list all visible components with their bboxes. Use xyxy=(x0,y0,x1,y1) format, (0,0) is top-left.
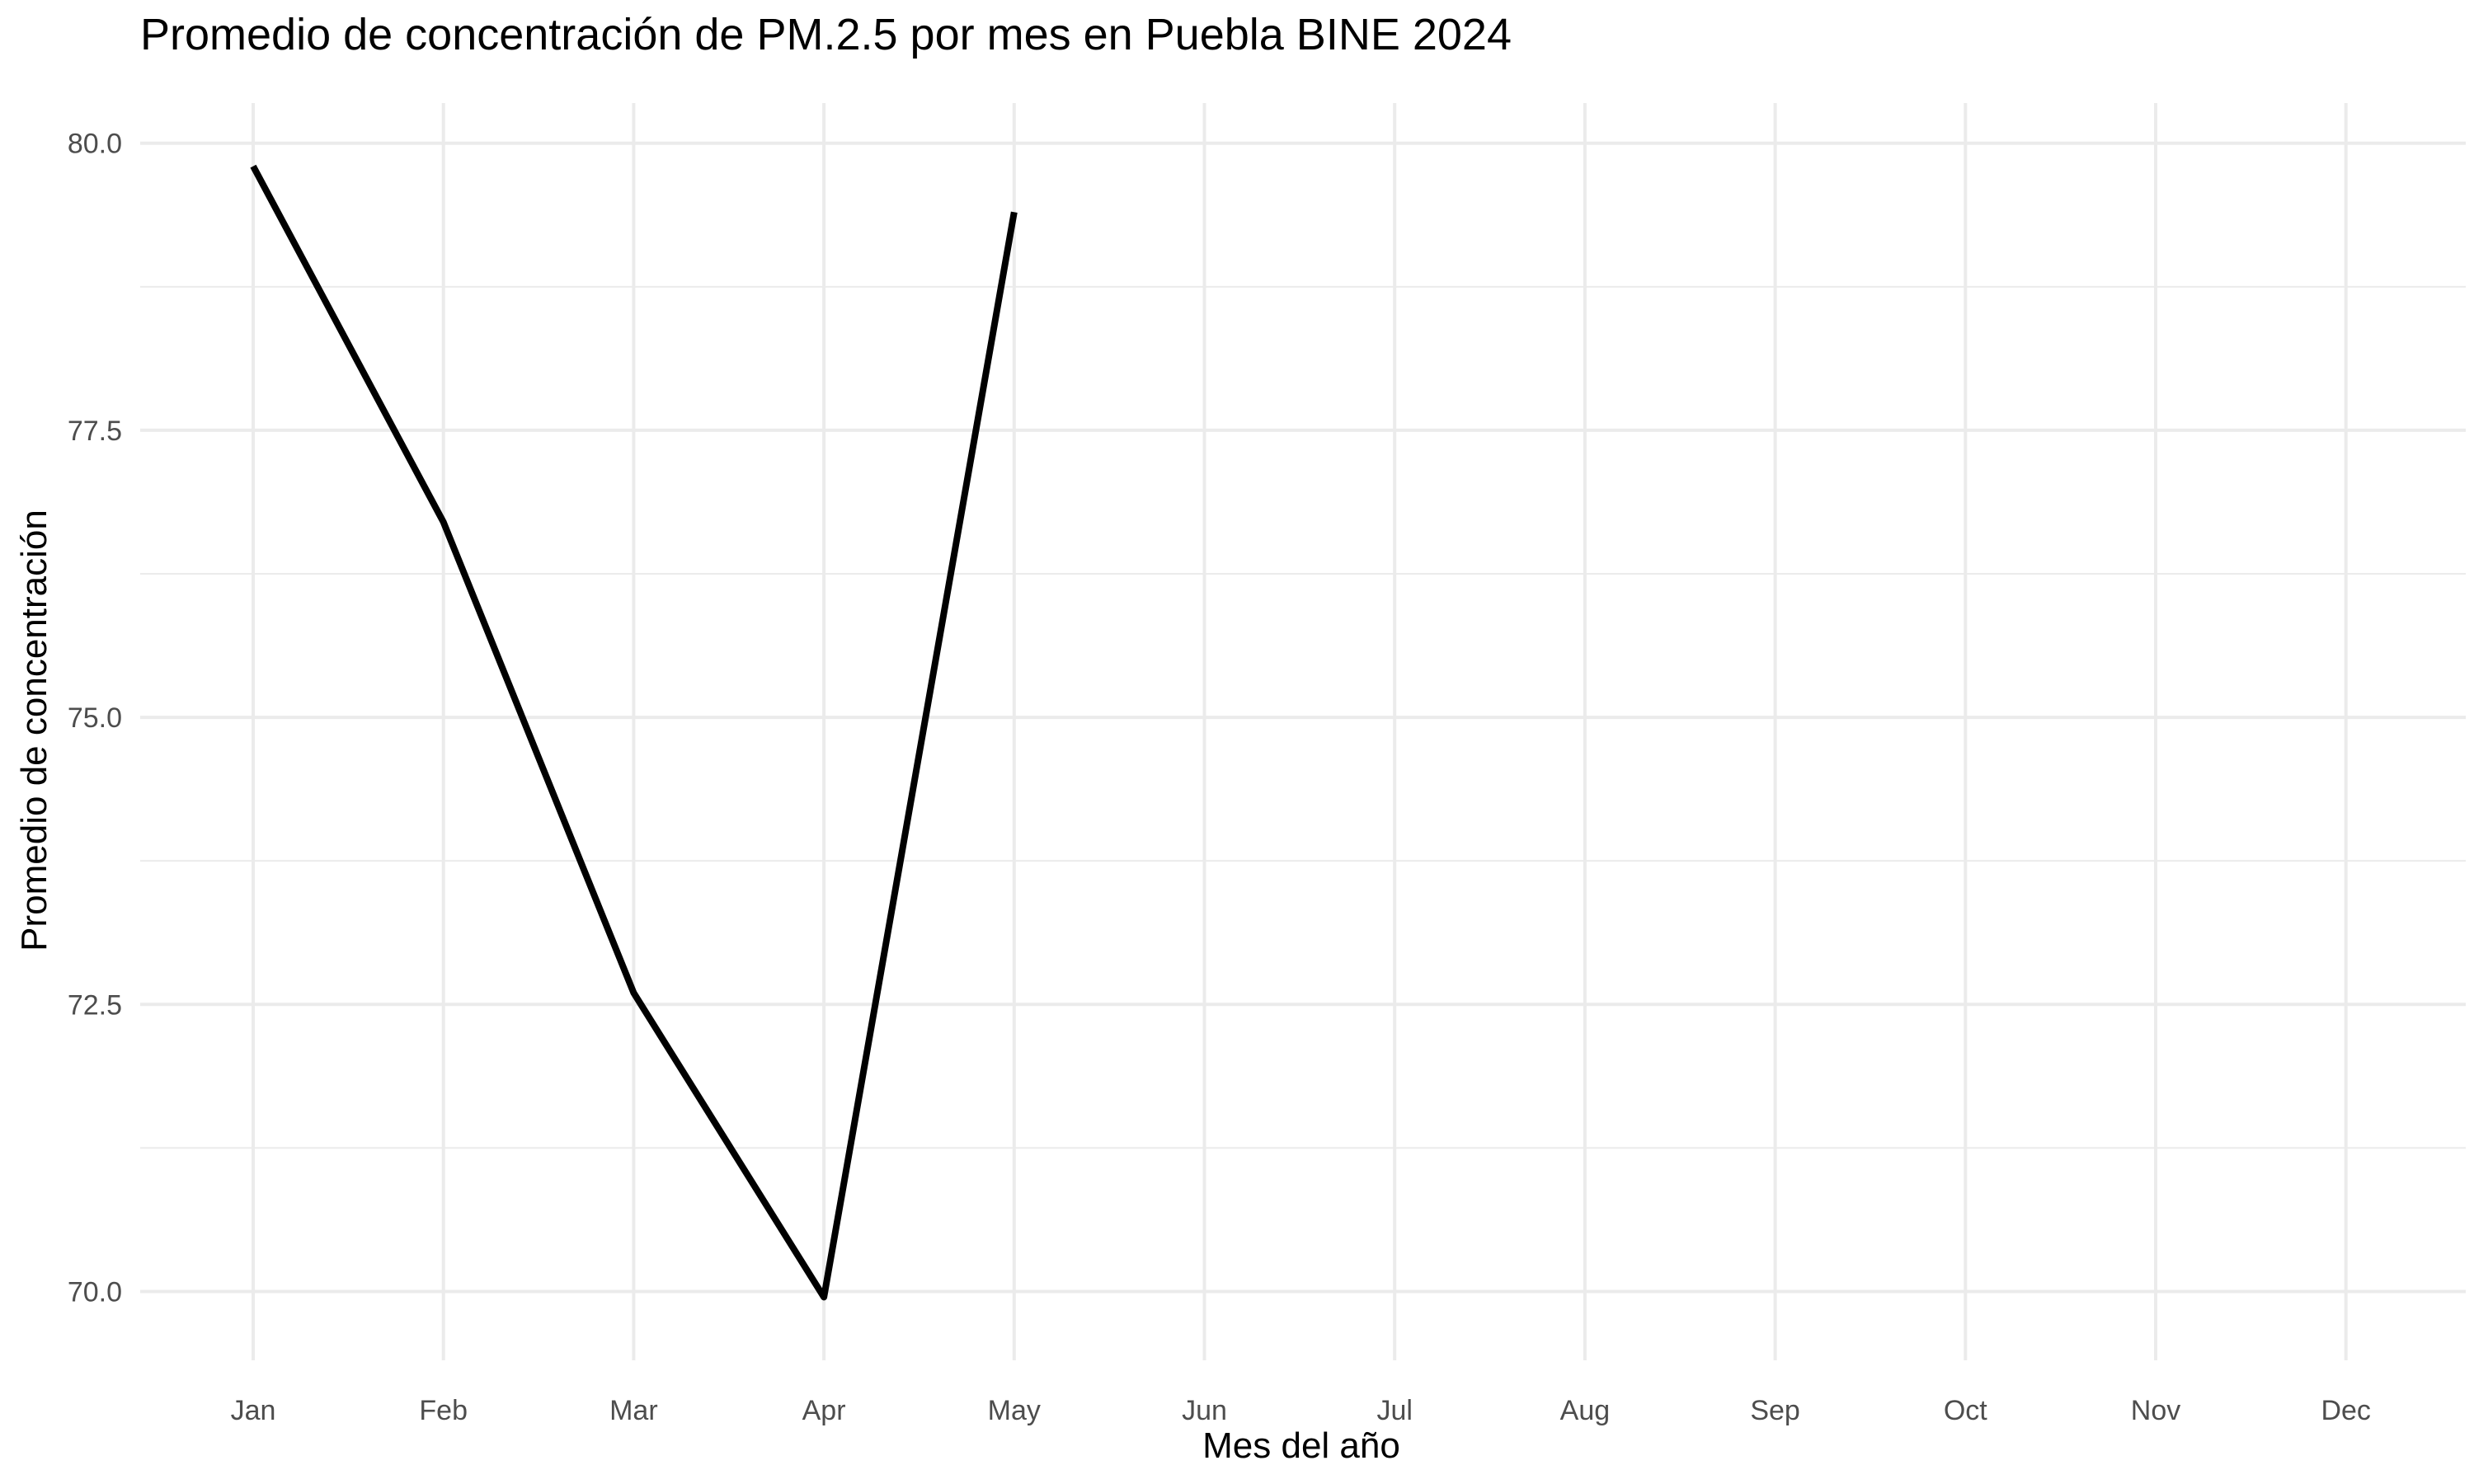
y-tick-label: 77.5 xyxy=(68,416,122,447)
y-axis-ticks: 70.0 72.5 75.0 77.5 80.0 xyxy=(68,129,122,1308)
chart-title: Promedio de concentración de PM.2.5 por … xyxy=(140,10,1512,59)
y-axis-title: Promedio de concentración xyxy=(14,510,54,951)
x-tick-label: May xyxy=(988,1395,1041,1426)
grid-layer xyxy=(140,103,2466,1360)
x-tick-label: Feb xyxy=(419,1395,468,1426)
x-tick-label: Apr xyxy=(802,1395,846,1426)
y-tick-label: 75.0 xyxy=(68,702,122,734)
series-line xyxy=(250,164,1018,1301)
x-tick-label: Jun xyxy=(1182,1395,1227,1426)
x-tick-label: Dec xyxy=(2321,1395,2370,1426)
x-tick-label: Oct xyxy=(1944,1395,1987,1426)
x-tick-label: Sep xyxy=(1750,1395,1800,1426)
series-layer xyxy=(250,164,1018,1301)
x-tick-label: Nov xyxy=(2131,1395,2180,1426)
y-tick-label: 72.5 xyxy=(68,989,122,1021)
x-tick-label: Jul xyxy=(1376,1395,1412,1426)
y-tick-label: 70.0 xyxy=(68,1276,122,1308)
x-tick-label: Aug xyxy=(1560,1395,1611,1426)
x-axis-ticks: Jan Feb Mar Apr May Jun Jul Aug Sep Oct Nov Dec xyxy=(231,1395,2371,1426)
y-tick-label: 80.0 xyxy=(68,129,122,160)
x-axis-title: Mes del año xyxy=(1202,1425,1400,1466)
x-tick-label: Mar xyxy=(609,1395,658,1426)
x-tick-label: Jan xyxy=(231,1395,276,1426)
